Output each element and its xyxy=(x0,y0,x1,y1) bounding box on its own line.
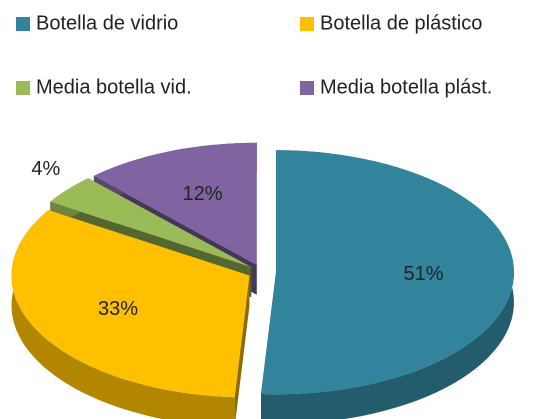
slice xyxy=(261,150,514,395)
legend-swatch xyxy=(16,17,30,31)
legend-label: Media botella vid. xyxy=(36,76,192,98)
slice xyxy=(50,178,252,268)
slice-side xyxy=(234,275,250,419)
data-label: 12% xyxy=(183,183,223,205)
data-label: 51% xyxy=(403,263,443,285)
legend-swatch xyxy=(16,81,30,95)
slice xyxy=(11,210,250,398)
legend-label: Botella de plástico xyxy=(320,12,482,34)
data-label: 4% xyxy=(31,158,60,180)
slice xyxy=(93,142,257,265)
legend-swatch xyxy=(300,81,314,95)
slice-side xyxy=(11,210,235,419)
legend-label: Media botella plást. xyxy=(320,76,492,98)
legend-swatch xyxy=(300,17,314,31)
legend-label: Botella de vidrio xyxy=(36,12,178,34)
data-label: 33% xyxy=(98,298,138,320)
